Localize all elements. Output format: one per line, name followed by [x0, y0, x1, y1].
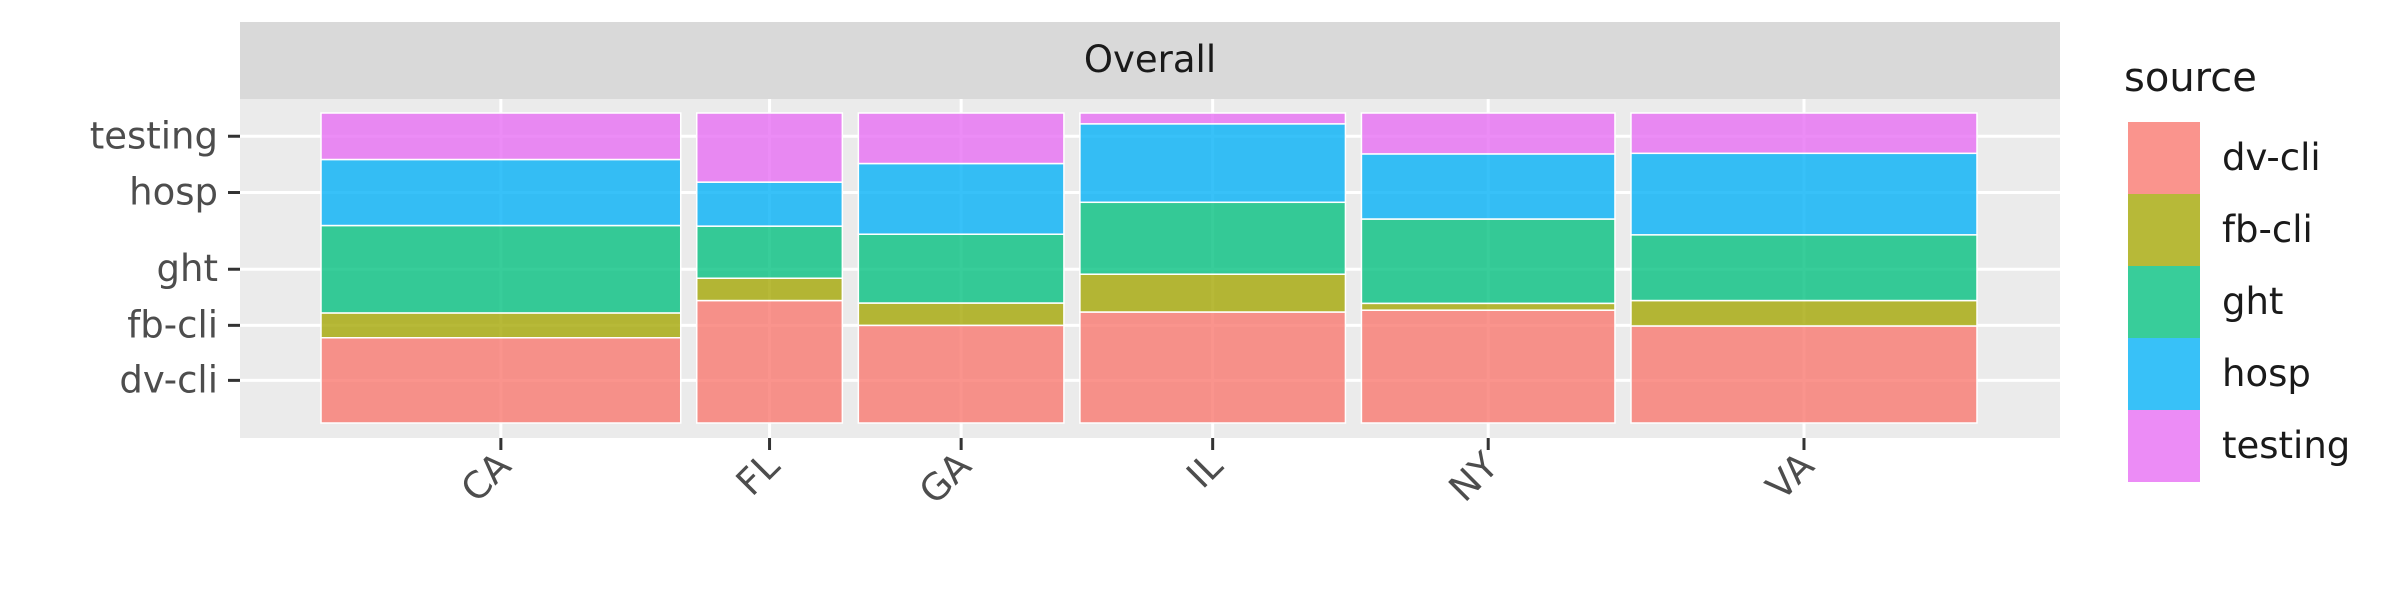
tile-fl-testing	[695, 112, 844, 183]
tile-fl-hosp	[695, 181, 844, 227]
facet-label: Overall	[1084, 38, 1216, 81]
y-tick-label: hosp	[129, 171, 218, 214]
tile-il-fb-cli	[1079, 273, 1347, 313]
tile-ga-testing	[857, 112, 1065, 165]
tile-ca-ght	[320, 224, 682, 314]
tile-fl-ght	[695, 225, 844, 279]
legend-key-hosp	[2128, 338, 2200, 410]
tile-il-testing	[1079, 112, 1347, 125]
x-tick-label: VA	[1758, 444, 1823, 509]
legend-key-dv-cli	[2128, 122, 2200, 194]
legend-label: testing	[2222, 424, 2350, 467]
tile-ga-ght	[857, 233, 1065, 304]
x-tick-label: IL	[1178, 444, 1231, 497]
y-tick-label: dv-cli	[119, 358, 218, 401]
legend-label: hosp	[2222, 352, 2311, 395]
legend: source dv-cli fb-cli ght hosp testing	[2124, 55, 2350, 482]
tile-ny-ght	[1360, 218, 1616, 305]
tile-va-ght	[1630, 234, 1978, 302]
x-tick-label: CA	[453, 444, 520, 511]
legend-key-fb-cli	[2128, 194, 2200, 266]
legend-label: dv-cli	[2222, 136, 2321, 179]
mosaic-tiles	[320, 112, 1978, 424]
tile-va-fb-cli	[1630, 299, 1978, 327]
legend-label: fb-cli	[2222, 208, 2313, 251]
x-tick-label: GA	[911, 444, 980, 513]
tile-ca-dv-cli	[320, 337, 682, 424]
tile-il-dv-cli	[1079, 311, 1347, 424]
y-tick-label: testing	[90, 114, 218, 157]
tile-ca-fb-cli	[320, 312, 682, 339]
tile-ny-fb-cli	[1360, 302, 1616, 311]
tile-ga-dv-cli	[857, 324, 1065, 424]
x-tick-label: FL	[728, 444, 788, 504]
x-tick-label: NY	[1441, 444, 1507, 510]
tile-ca-testing	[320, 112, 682, 161]
y-tick-label: ght	[157, 247, 218, 290]
tile-va-hosp	[1630, 152, 1978, 236]
tile-ny-testing	[1360, 112, 1616, 155]
y-tick-label: fb-cli	[127, 303, 218, 346]
tile-ny-hosp	[1360, 153, 1616, 220]
tile-il-ght	[1079, 201, 1347, 275]
tile-ga-fb-cli	[857, 302, 1065, 327]
tile-fl-dv-cli	[695, 299, 844, 424]
legend-label: ght	[2222, 280, 2283, 323]
tile-ga-hosp	[857, 162, 1065, 235]
legend-key-testing	[2128, 410, 2200, 482]
tile-ca-hosp	[320, 158, 682, 227]
tile-va-testing	[1630, 112, 1978, 155]
tile-ny-dv-cli	[1360, 309, 1616, 424]
legend-key-ght	[2128, 266, 2200, 338]
legend-title: source	[2124, 55, 2257, 101]
tile-va-dv-cli	[1630, 325, 1978, 424]
tile-il-hosp	[1079, 123, 1347, 204]
tile-fl-fb-cli	[695, 277, 844, 302]
strip-background	[240, 22, 2060, 99]
